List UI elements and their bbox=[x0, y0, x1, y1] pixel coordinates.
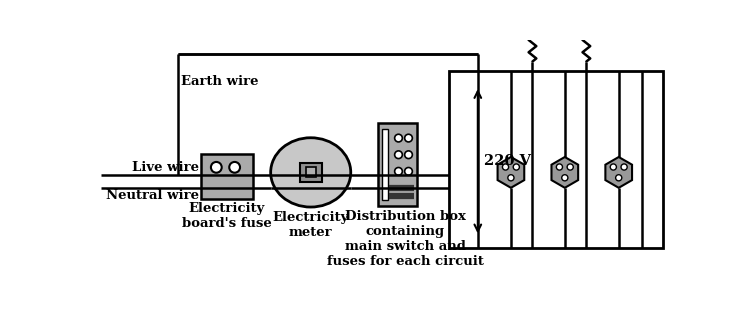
Polygon shape bbox=[551, 157, 578, 188]
Circle shape bbox=[621, 164, 627, 170]
Circle shape bbox=[513, 164, 519, 170]
Bar bbox=[300, 163, 322, 182]
Circle shape bbox=[503, 164, 509, 170]
Bar bbox=[449, 71, 663, 248]
Circle shape bbox=[615, 175, 622, 181]
Circle shape bbox=[395, 151, 402, 159]
Text: Distribution box
containing
main switch and
fuses for each circuit: Distribution box containing main switch … bbox=[327, 210, 484, 268]
Circle shape bbox=[395, 167, 402, 175]
Text: Electricity
board's fuse: Electricity board's fuse bbox=[182, 202, 272, 230]
Circle shape bbox=[404, 167, 413, 175]
Polygon shape bbox=[605, 157, 632, 188]
Bar bbox=[306, 167, 316, 177]
Text: Live wire: Live wire bbox=[132, 161, 199, 174]
Circle shape bbox=[557, 164, 562, 170]
Bar bbox=[378, 123, 417, 206]
Text: Neutral wire: Neutral wire bbox=[106, 188, 199, 201]
Bar bbox=[381, 129, 388, 200]
Bar bbox=[201, 154, 253, 198]
Text: 220 V: 220 V bbox=[484, 154, 531, 168]
Circle shape bbox=[395, 134, 402, 142]
Circle shape bbox=[404, 151, 413, 159]
Circle shape bbox=[211, 162, 222, 173]
Circle shape bbox=[229, 162, 240, 173]
Text: Electricity
meter: Electricity meter bbox=[272, 211, 349, 239]
Circle shape bbox=[567, 164, 573, 170]
Circle shape bbox=[610, 164, 616, 170]
Text: Earth wire: Earth wire bbox=[181, 75, 259, 88]
Polygon shape bbox=[498, 157, 524, 188]
Circle shape bbox=[562, 175, 568, 181]
Circle shape bbox=[404, 134, 413, 142]
Ellipse shape bbox=[271, 138, 351, 207]
Circle shape bbox=[508, 175, 514, 181]
